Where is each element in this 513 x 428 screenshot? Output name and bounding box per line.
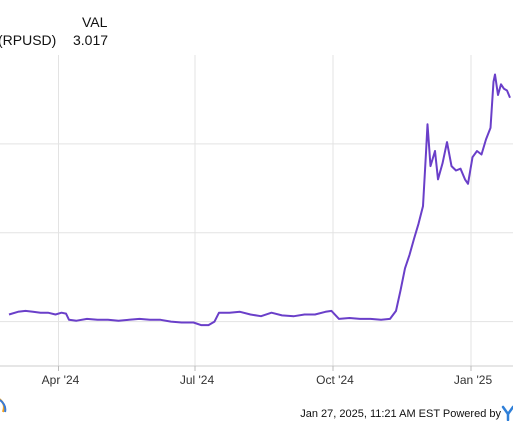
brand-logo-icon <box>0 398 7 413</box>
chart-footer: Jan 27, 2025, 11:21 AM EST Powered by <box>300 408 501 420</box>
series-layer <box>8 73 511 327</box>
x-tick-label-2: Oct '24 <box>316 373 354 387</box>
legend-series-value: 3.017 <box>73 32 109 48</box>
x-tick-label-0: Apr '24 <box>42 373 80 387</box>
legend-header: VAL (RPUSD) 3.017 <box>0 12 513 52</box>
ycharts-logo-icon <box>501 405 513 421</box>
series-line-0 <box>8 73 511 327</box>
x-axis-ticks: Apr '24 Jul '24 Oct '24 Jan '25 <box>42 366 493 387</box>
x-tick-label-1: Jul '24 <box>180 373 215 387</box>
grid-layer <box>0 55 513 367</box>
legend-value-column-header: VAL <box>82 14 108 30</box>
legend-series-label: (RPUSD) <box>0 32 57 48</box>
x-tick-label-3: Jan '25 <box>454 373 493 387</box>
